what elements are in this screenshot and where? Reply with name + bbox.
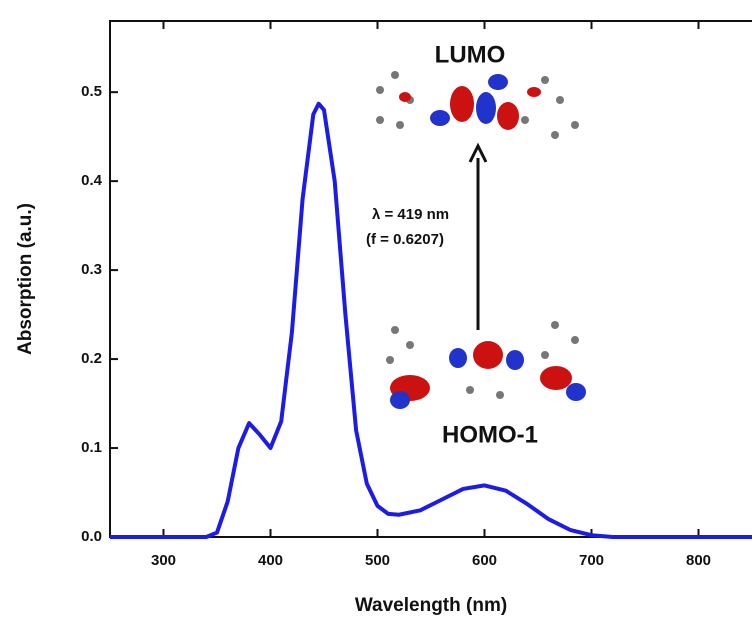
lumo-label: LUMO [435,41,506,68]
x-axis-title: Wavelength (nm) [355,595,507,616]
y-tick-label: 0.4 [81,172,103,189]
x-tick-label: 600 [472,552,497,569]
chart: LUMO HOMO-1 λ = 419 nm (f = 0.6207) Wave… [0,0,752,619]
spectrum-line [110,104,752,537]
y-tick-label: 0.2 [81,350,102,367]
y-axis-title: Absorption (a.u.) [15,203,36,355]
lumo-orbital [376,71,579,139]
x-tick-label: 800 [686,552,711,569]
x-tick-label: 700 [579,552,604,569]
page: {"chart_data": {"type": "line", "xlabel"… [0,0,752,619]
y-tick-label: 0.0 [81,528,102,545]
wavelength-annotation: λ = 419 nm [372,206,449,223]
homo-label: HOMO-1 [442,421,538,448]
x-tick-label: 500 [365,552,390,569]
y-tick-label: 0.1 [81,439,102,456]
oscillator-annotation: (f = 0.6207) [366,231,444,248]
axis-frame [110,21,752,537]
y-tick-label: 0.3 [81,261,102,278]
homo-orbital [386,321,586,409]
x-tick-label: 300 [151,552,176,569]
y-tick-label: 0.5 [81,83,102,100]
x-tick-label: 400 [258,552,283,569]
